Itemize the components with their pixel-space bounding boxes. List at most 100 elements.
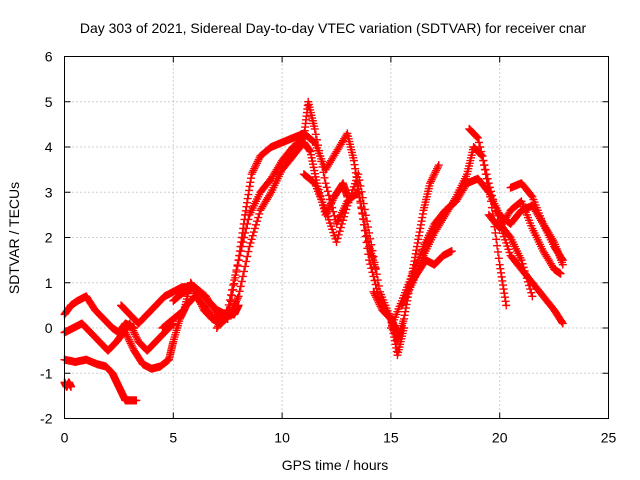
- data-point: [372, 270, 381, 279]
- data-point: [125, 319, 134, 328]
- y-axis-label: SDTVAR / TECUs: [6, 182, 22, 294]
- data-point: [358, 193, 367, 202]
- data-point: [362, 238, 371, 247]
- data-point: [197, 300, 206, 309]
- data-point: [240, 267, 249, 276]
- data-point: [480, 161, 489, 170]
- data-point: [426, 179, 435, 188]
- data-point: [225, 295, 234, 304]
- data-point: [320, 173, 329, 182]
- data-point: [228, 285, 237, 294]
- data-point: [372, 295, 381, 304]
- data-point: [245, 242, 254, 251]
- data-point: [121, 328, 130, 337]
- data-point: [234, 292, 243, 301]
- data-point: [255, 209, 264, 218]
- data-point: [491, 228, 500, 237]
- data-point: [242, 257, 251, 266]
- data-point: [493, 241, 502, 250]
- data-point: [238, 238, 247, 247]
- data-point: [126, 321, 135, 330]
- y-tick-label: 6: [45, 49, 53, 65]
- data-point: [266, 190, 275, 199]
- data-point: [370, 258, 379, 267]
- data-point: [490, 199, 499, 208]
- x-tick-label: 15: [383, 430, 399, 446]
- data-point: [492, 207, 501, 216]
- data-point: [477, 147, 486, 156]
- data-point: [355, 176, 364, 185]
- data-point: [482, 170, 491, 179]
- x-tick-label: 5: [169, 430, 177, 446]
- data-point: [354, 170, 363, 179]
- data-point: [431, 168, 440, 177]
- data-point: [233, 294, 242, 303]
- data-point: [311, 130, 320, 139]
- data-point: [528, 292, 537, 301]
- data-point: [240, 233, 249, 242]
- data-point: [234, 256, 243, 265]
- data-point: [335, 227, 344, 236]
- data-point: [336, 223, 345, 232]
- data-point: [491, 203, 500, 212]
- data-marks: [60, 97, 567, 405]
- data-point: [250, 164, 259, 173]
- data-point: [323, 187, 332, 196]
- series-track-14: [404, 247, 456, 292]
- data-point: [247, 170, 256, 179]
- data-point: [374, 298, 383, 307]
- data-point: [244, 247, 253, 256]
- series-track-13: [397, 143, 511, 310]
- data-point: [479, 156, 488, 165]
- data-point: [226, 290, 235, 299]
- data-point: [476, 143, 485, 151]
- data-point: [430, 170, 439, 179]
- data-point: [196, 298, 205, 307]
- data-point: [193, 293, 202, 302]
- data-point: [520, 266, 529, 275]
- data-point: [361, 211, 370, 220]
- x-tick-labels: 0 5 10 15 20 25: [61, 430, 617, 446]
- data-point: [222, 307, 231, 316]
- data-point: [327, 199, 336, 208]
- data-point: [127, 341, 136, 350]
- data-point: [527, 288, 536, 297]
- data-point: [236, 282, 245, 291]
- data-point: [128, 324, 137, 333]
- data-point: [230, 276, 239, 285]
- data-point: [370, 289, 379, 298]
- data-point: [428, 173, 437, 182]
- data-point: [367, 240, 376, 249]
- data-point: [557, 254, 566, 263]
- data-point: [231, 271, 240, 280]
- data-point: [523, 277, 532, 286]
- data-point: [369, 287, 378, 296]
- series-track-4: [60, 378, 76, 391]
- data-point: [238, 272, 247, 281]
- data-point: [131, 330, 140, 339]
- data-point: [522, 274, 531, 283]
- x-tick-label: 20: [492, 430, 508, 446]
- data-point: [223, 305, 232, 314]
- data-point: [373, 296, 382, 305]
- data-point: [325, 195, 334, 204]
- data-point: [246, 238, 255, 247]
- series-track-17: [484, 197, 565, 278]
- data-point: [316, 152, 325, 161]
- data-point: [132, 333, 141, 342]
- data-point: [427, 175, 436, 184]
- data-point: [242, 224, 251, 233]
- data-point: [558, 319, 567, 328]
- data-point: [433, 162, 442, 171]
- data-point: [330, 211, 339, 220]
- data-point: [429, 171, 438, 180]
- data-point: [333, 234, 342, 243]
- data-point: [373, 276, 382, 285]
- data-point: [493, 247, 502, 256]
- data-point: [128, 343, 137, 352]
- data-point: [366, 234, 375, 243]
- data-point: [243, 252, 252, 261]
- data-point: [359, 199, 368, 208]
- data-point: [525, 281, 534, 290]
